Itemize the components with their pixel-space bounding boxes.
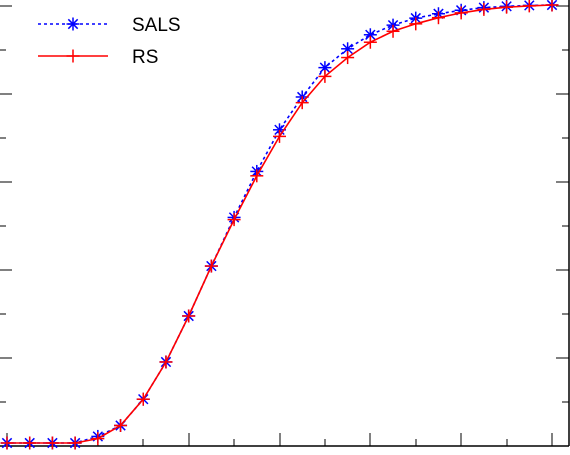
data-point-rs <box>545 0 559 12</box>
legend-marker-shape <box>66 17 80 31</box>
data-point-rs <box>477 2 491 16</box>
data-point-rs <box>500 0 514 14</box>
data-point-rs <box>68 436 82 450</box>
legend: SALS RS <box>38 15 181 68</box>
plot-area <box>0 0 559 450</box>
data-point-rs <box>409 17 423 31</box>
data-point-rs <box>114 418 128 432</box>
data-point-rs <box>159 355 173 369</box>
data-point-rs <box>431 11 445 25</box>
data-point-rs <box>204 259 218 273</box>
legend-entry-rs: RS <box>38 47 158 68</box>
series-line-rs <box>7 4 553 444</box>
data-point-rs <box>0 436 14 450</box>
data-point-rs <box>91 432 105 446</box>
legend-label-rs: RS <box>132 47 158 68</box>
data-point-rs <box>295 96 309 110</box>
data-point-sals <box>318 61 332 75</box>
legend-marker-rs <box>66 49 80 63</box>
series-rs <box>0 0 559 450</box>
legend-label-sals: SALS <box>132 15 181 36</box>
data-point-rs <box>341 51 355 65</box>
data-point-rs <box>136 392 150 406</box>
data-point-rs <box>182 309 196 323</box>
data-point-sals <box>363 28 377 42</box>
data-point-rs <box>318 69 332 83</box>
data-point-rs <box>363 35 377 49</box>
legend-marker-shape <box>66 49 80 63</box>
legend-entry-sals: SALS <box>38 15 181 36</box>
series-line-sals <box>7 4 553 444</box>
data-point-rs <box>45 436 59 450</box>
data-point-rs <box>454 6 468 20</box>
data-point-rs <box>250 169 264 183</box>
data-point-rs <box>23 436 37 450</box>
data-point-rs <box>273 129 286 143</box>
data-point-rs <box>522 0 536 13</box>
series-sals <box>0 0 559 450</box>
legend-marker-sals <box>66 17 80 31</box>
data-point-rs <box>227 213 241 227</box>
data-point-rs <box>386 24 400 38</box>
